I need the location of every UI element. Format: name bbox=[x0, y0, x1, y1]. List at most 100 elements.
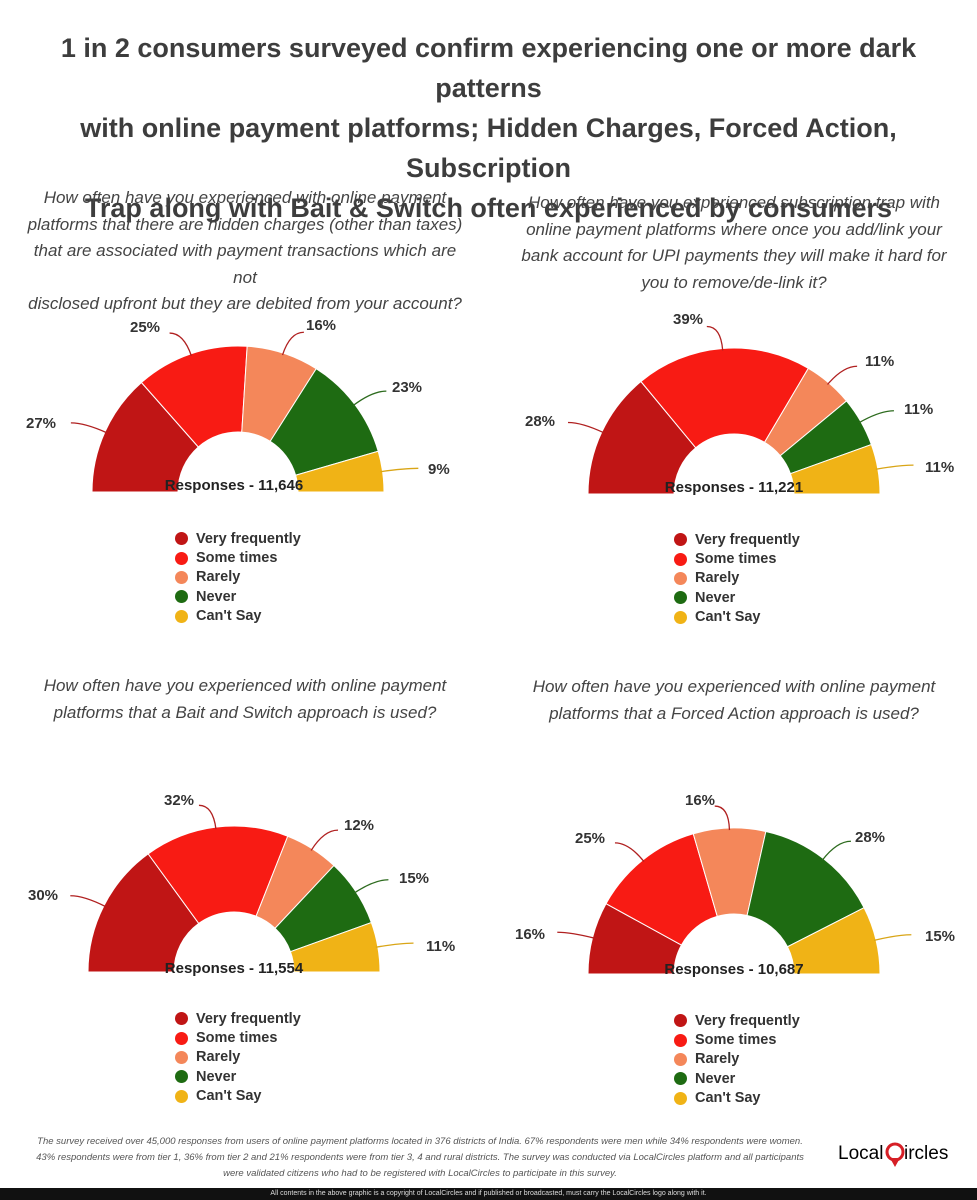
legend-swatch bbox=[674, 610, 687, 624]
legend-swatch bbox=[674, 552, 687, 566]
slice-label-very-frequently: 27% bbox=[26, 415, 56, 432]
slice-very-frequently bbox=[87, 853, 200, 973]
legend-item-rarely: Rarely bbox=[175, 1048, 301, 1067]
legend-swatch bbox=[175, 551, 188, 565]
legend-swatch bbox=[674, 1033, 687, 1047]
legend-item-some-times: Some times bbox=[674, 1030, 800, 1049]
slice-label-never: 28% bbox=[855, 829, 885, 846]
legend-swatch bbox=[674, 591, 687, 605]
legend-label: Very frequently bbox=[196, 1010, 301, 1027]
legend-swatch bbox=[175, 532, 188, 546]
copyright-bar: All contents in the above graphic is a c… bbox=[0, 1188, 977, 1200]
legend-label: Some times bbox=[695, 1032, 777, 1049]
responses-count: Responses - 10,687 bbox=[664, 961, 803, 978]
chart-panel-hidden-charges: How often have you experienced with onli… bbox=[0, 0, 488, 624]
leader-line-some-times bbox=[169, 332, 192, 356]
slice-label-cant-say: 9% bbox=[428, 461, 450, 478]
footnote-line: The survey received over 45,000 response… bbox=[37, 1136, 803, 1147]
leader-line-rarely bbox=[281, 331, 304, 356]
question-line: How often have you experienced subscript… bbox=[527, 193, 940, 212]
slice-label-never: 23% bbox=[392, 379, 422, 396]
leader-line-never bbox=[353, 879, 389, 894]
legend-swatch bbox=[674, 571, 687, 585]
slice-label-cant-say: 11% bbox=[925, 459, 954, 476]
legend-item-very-frequently: Very frequently bbox=[674, 1011, 800, 1030]
legend-swatch bbox=[674, 533, 687, 547]
legend-item-cant-say: Can't Say bbox=[674, 1089, 800, 1108]
question-line: that are associated with payment transac… bbox=[33, 241, 457, 287]
semi-donut-chart: 30% 32% 12% 15% 11% Responses - 11,554 bbox=[28, 792, 455, 977]
infographic-title: 1 in 2 consumers surveyed confirm experi… bbox=[10, 28, 967, 228]
legend-item-cant-say: Can't Say bbox=[175, 1087, 301, 1106]
slice-label-cant-say: 11% bbox=[426, 938, 455, 955]
legend-item-very-frequently: Very frequently bbox=[674, 530, 800, 549]
responses-count: Responses - 11,221 bbox=[665, 479, 803, 496]
title-line-1: 1 in 2 consumers surveyed confirm experi… bbox=[60, 33, 917, 103]
responses-count: Responses - 11,554 bbox=[165, 960, 304, 977]
leader-line-cant-say bbox=[375, 942, 414, 948]
legend-swatch bbox=[175, 609, 188, 623]
legend-item-some-times: Some times bbox=[175, 1028, 301, 1047]
slice-label-very-frequently: 28% bbox=[525, 413, 555, 430]
chart-legend: Very frequently Some times Rarely Never … bbox=[674, 1011, 800, 1108]
slice-label-rarely: 16% bbox=[685, 792, 715, 809]
legend-swatch bbox=[175, 1089, 188, 1103]
legend-label: Never bbox=[196, 1068, 237, 1085]
legend-item-rarely: Rarely bbox=[175, 568, 301, 587]
slice-cant-say bbox=[789, 443, 881, 495]
logo-text-right: ircles bbox=[904, 1143, 948, 1164]
legend-item-rarely: Rarely bbox=[674, 569, 800, 588]
legend-label: Can't Say bbox=[695, 1090, 761, 1107]
leader-line-some-times bbox=[706, 325, 724, 351]
leader-line-never bbox=[858, 410, 894, 424]
legend-swatch bbox=[175, 1031, 188, 1045]
leader-line-rarely bbox=[827, 365, 858, 385]
leader-line-never bbox=[821, 840, 851, 861]
question-line: How often have you experienced with onli… bbox=[532, 677, 936, 696]
chart-legend: Very frequently Some times Rarely Never … bbox=[175, 1009, 301, 1106]
legend-item-never: Never bbox=[175, 1067, 301, 1086]
slice-some-times bbox=[147, 825, 289, 925]
chart-panel-bait-and-switch: How often have you experienced with onli… bbox=[0, 480, 488, 1104]
legend-label: Some times bbox=[196, 1030, 278, 1047]
leader-line-cant-say bbox=[873, 934, 912, 942]
slice-label-some-times: 39% bbox=[673, 311, 703, 328]
slice-label-some-times: 25% bbox=[575, 830, 605, 847]
slice-cant-say bbox=[289, 921, 381, 973]
title-line-3: Trap along with Bait & Switch often expe… bbox=[84, 193, 893, 223]
legend-label: Very frequently bbox=[695, 1012, 800, 1029]
slice-some-times bbox=[640, 347, 810, 449]
leader-line-very-frequently bbox=[70, 422, 108, 434]
legend-label: Rarely bbox=[196, 1049, 241, 1066]
slice-label-very-frequently: 16% bbox=[515, 926, 545, 943]
legend-label: Rarely bbox=[196, 569, 241, 586]
question-forced-action: How often have you experienced with onli… bbox=[509, 674, 959, 727]
legend-item-very-frequently: Very frequently bbox=[175, 1009, 301, 1028]
question-line: bank account for UPI payments they will … bbox=[521, 246, 947, 265]
legend-swatch bbox=[674, 1091, 687, 1105]
legend-swatch bbox=[674, 1072, 687, 1086]
legend-swatch bbox=[175, 1070, 188, 1084]
legend-item-never: Never bbox=[674, 1069, 800, 1088]
footnote-line: were validated citizens who had to be re… bbox=[223, 1168, 617, 1179]
legend-label: Some times bbox=[196, 550, 278, 567]
semi-donut-chart: 28% 39% 11% 11% 11% Responses - 11,221 bbox=[525, 311, 954, 496]
legend-swatch bbox=[175, 570, 188, 584]
question-line: How often have you experienced with onli… bbox=[43, 188, 447, 207]
legend-swatch bbox=[674, 1052, 687, 1066]
chart-legend: Very frequently Some times Rarely Never … bbox=[175, 529, 301, 626]
slice-cant-say bbox=[294, 450, 385, 493]
question-line: online payment platforms where once you … bbox=[526, 219, 942, 239]
leader-line-cant-say bbox=[875, 464, 914, 470]
legend-swatch bbox=[674, 1014, 687, 1028]
slice-label-rarely: 11% bbox=[865, 353, 894, 370]
question-line: How often have you experienced with onli… bbox=[43, 676, 447, 695]
slice-label-rarely: 16% bbox=[306, 317, 336, 334]
legend-item-cant-say: Can't Say bbox=[674, 608, 800, 627]
localcircles-logo: Local ircles bbox=[838, 1142, 948, 1167]
slice-label-never: 11% bbox=[904, 401, 933, 418]
legend-swatch bbox=[175, 1012, 188, 1026]
legend-label: Can't Say bbox=[196, 1088, 262, 1105]
legend-label: Very frequently bbox=[695, 531, 800, 548]
leader-line-rarely bbox=[310, 829, 339, 851]
